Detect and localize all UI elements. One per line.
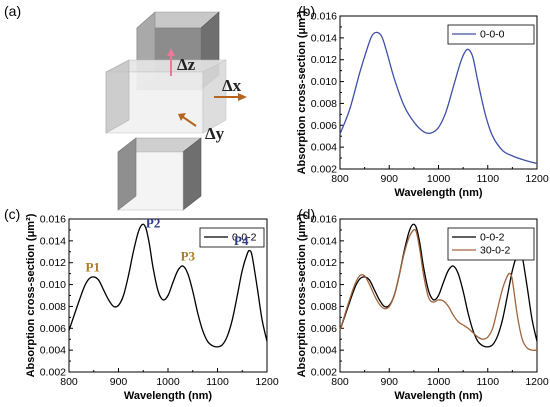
y-tick-label: 0.002 <box>311 164 337 176</box>
legend-entry: 0-0-2 <box>232 232 257 244</box>
series-line-0-0-0 <box>339 31 538 165</box>
x-axis-label: Wavelength (nm) <box>124 390 213 402</box>
dy-arrow <box>178 113 197 127</box>
y-tick-label: 0.006 <box>311 323 337 335</box>
panel-a-label: (a) <box>4 3 21 19</box>
middle-gap-block <box>105 59 227 134</box>
y-axis-label: Absorption cross-section (μm²) <box>296 213 308 377</box>
y-tick-label: 0.010 <box>40 279 66 291</box>
dz-arrow <box>167 48 175 76</box>
y-tick-label: 0.014 <box>311 32 337 44</box>
peak-label-p2: P2 <box>146 216 160 231</box>
y-tick-label: 0.016 <box>40 214 66 226</box>
peak-label-p3: P3 <box>181 249 196 264</box>
y-tick-label: 0.002 <box>40 367 66 379</box>
x-tick-label: 1200 <box>255 376 279 388</box>
x-tick-label: 1000 <box>427 173 451 185</box>
x-tick-label: 1000 <box>427 376 451 388</box>
panel-c-chart: (c) 800 900 1000 1100 1200 0.002 0.004 0.006 0.00… <box>4 206 279 402</box>
legend-box <box>199 227 265 248</box>
y-tick-label: 0.008 <box>40 301 66 313</box>
x-tick-label: 1200 <box>525 376 549 388</box>
y-tick-label: 0.004 <box>40 345 66 357</box>
y-axis-label: Absorption cross-section (μm²) <box>296 10 308 174</box>
y-tick-label: 0.012 <box>40 257 66 269</box>
x-tick-label: 1000 <box>156 376 180 388</box>
dx-arrow <box>214 93 247 101</box>
y-tick-label: 0.010 <box>311 279 337 291</box>
y-tick-label: 0.008 <box>311 98 337 110</box>
x-tick-label: 800 <box>331 376 349 388</box>
y-tick-label: 0.004 <box>311 142 337 154</box>
peak-label-p4: P4 <box>234 233 249 248</box>
y-tick-label: 0.006 <box>311 120 337 132</box>
legend-entry: 0-0-2 <box>480 232 505 244</box>
x-tick-label: 900 <box>110 376 128 388</box>
x-tick-label: 800 <box>331 173 349 185</box>
x-tick-label: 1200 <box>525 173 549 185</box>
panel-b-chart: (b) 800 900 1000 1100 1200 0.002 0.004 0.006 0.00… <box>296 3 549 199</box>
y-tick-label: 0.016 <box>311 11 337 23</box>
peak-label-p1: P1 <box>86 259 100 274</box>
panel-label: (b) <box>298 3 315 19</box>
panel-label: (d) <box>298 206 315 222</box>
x-tick-label: 800 <box>60 376 78 388</box>
y-tick-label: 0.014 <box>40 235 66 247</box>
legend-entry: 30-0-2 <box>480 245 511 257</box>
series-line-0-0-2 <box>339 223 538 348</box>
series-line-0-0-2 <box>68 223 268 348</box>
x-tick-label: 1100 <box>476 376 499 388</box>
y-tick-label: 0.010 <box>311 76 337 88</box>
x-tick-label: 1100 <box>476 173 499 185</box>
y-tick-label: 0.002 <box>311 367 337 379</box>
series-line-30-0-2 <box>339 228 538 351</box>
y-tick-label: 0.012 <box>311 257 337 269</box>
legend-box <box>447 227 535 261</box>
x-tick-label: 1100 <box>206 376 229 388</box>
x-tick-label: 900 <box>380 376 398 388</box>
panel-label: (c) <box>4 206 20 222</box>
y-axis-label: Absorption cross-section (μm²) <box>25 213 37 377</box>
y-tick-label: 0.016 <box>311 214 337 226</box>
dy-label: Δy <box>205 124 225 143</box>
y-tick-label: 0.004 <box>311 345 337 357</box>
panel-a-schematic: (a) Δz <box>4 3 247 211</box>
y-tick-label: 0.012 <box>311 54 337 66</box>
x-tick-label: 900 <box>380 173 398 185</box>
bottom-block <box>117 137 202 211</box>
dx-label: Δx <box>222 76 242 95</box>
x-axis-label: Wavelength (nm) <box>394 390 483 402</box>
x-axis-label: Wavelength (nm) <box>394 187 483 199</box>
y-tick-label: 0.014 <box>311 235 337 247</box>
y-tick-label: 0.006 <box>40 323 66 335</box>
legend-entry: 0-0-0 <box>480 29 505 41</box>
legend-box <box>447 24 535 45</box>
dz-label: Δz <box>177 55 196 74</box>
y-tick-label: 0.008 <box>311 301 337 313</box>
panel-d-chart: (d) 800 900 1000 1100 1200 0.002 0.004 0.006 0.00… <box>296 206 549 402</box>
